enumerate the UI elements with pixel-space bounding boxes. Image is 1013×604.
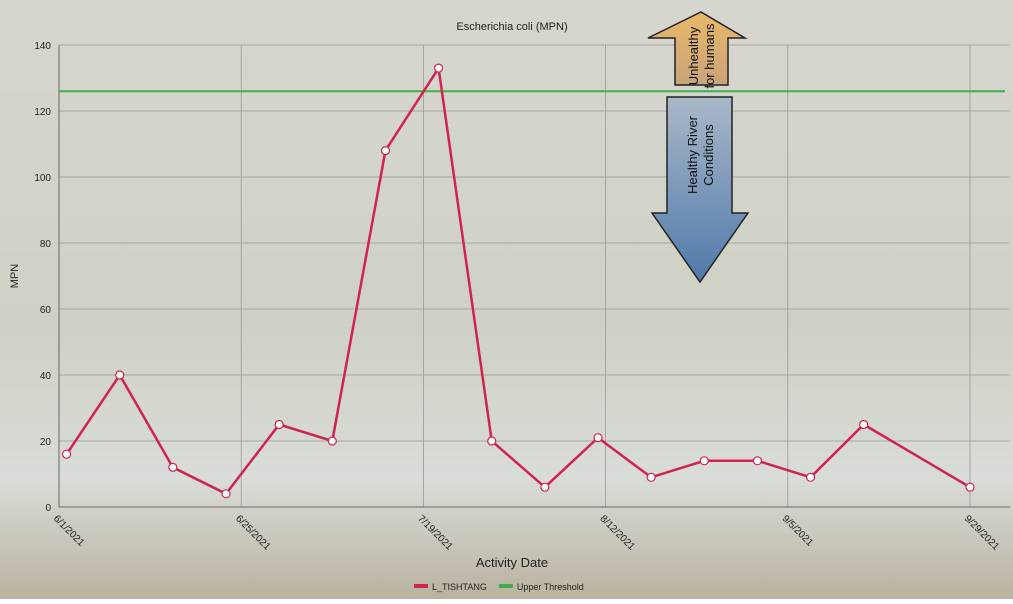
x-axis-label: Activity Date bbox=[476, 555, 548, 570]
y-axis-label: MPN bbox=[9, 264, 21, 289]
point bbox=[965, 482, 975, 492]
annotation-text: Healthy River bbox=[685, 115, 700, 194]
legend-swatch bbox=[414, 584, 428, 588]
point bbox=[859, 419, 869, 430]
point bbox=[593, 433, 603, 443]
y-tick-label: 80 bbox=[40, 239, 52, 250]
point bbox=[274, 419, 284, 430]
point bbox=[380, 146, 391, 156]
point bbox=[168, 462, 178, 472]
y-tick-label: 60 bbox=[40, 305, 52, 316]
y-tick-label: 140 bbox=[34, 41, 51, 52]
point bbox=[540, 482, 550, 492]
point bbox=[221, 489, 231, 499]
annotation-text: Unhealthy bbox=[686, 26, 701, 85]
legend-label: Upper Threshold bbox=[517, 582, 584, 592]
point bbox=[327, 436, 337, 446]
chart-title: Escherichia coli (MPN) bbox=[456, 21, 567, 33]
y-tick-label: 40 bbox=[40, 371, 52, 382]
annotation-text: Conditions bbox=[701, 124, 716, 186]
point bbox=[752, 456, 763, 466]
point bbox=[699, 456, 709, 466]
y-tick-label: 0 bbox=[45, 503, 51, 514]
y-tick-label: 20 bbox=[40, 437, 52, 448]
annotation-text: for humans bbox=[702, 23, 717, 89]
unhealthy-arrow bbox=[647, 11, 748, 86]
y-tick-label: 120 bbox=[34, 107, 51, 118]
point bbox=[487, 436, 497, 446]
healthy-arrow bbox=[650, 96, 750, 284]
legend-label: L_TISHTANG bbox=[432, 582, 487, 592]
point bbox=[115, 370, 125, 380]
point bbox=[805, 472, 816, 482]
point bbox=[61, 449, 72, 459]
legend-swatch bbox=[498, 584, 513, 588]
point bbox=[646, 472, 656, 482]
y-tick-label: 100 bbox=[34, 173, 51, 184]
point bbox=[433, 63, 444, 73]
